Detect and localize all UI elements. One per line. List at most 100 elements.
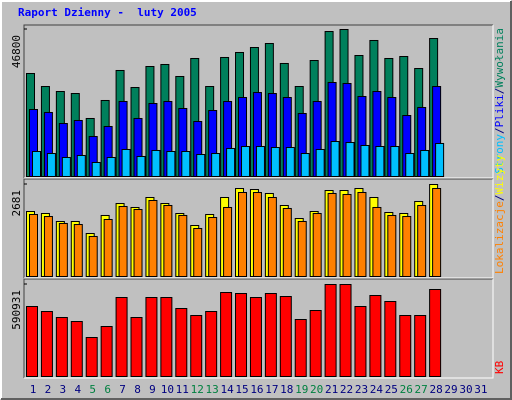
bar xyxy=(384,300,397,378)
legend-separator: / xyxy=(493,195,506,202)
y-tick-label: 590931 xyxy=(10,290,23,330)
legend-entry: Wizyty xyxy=(493,154,506,194)
bar xyxy=(85,337,98,377)
bar xyxy=(294,319,307,377)
x-tick-label: 3 xyxy=(60,383,67,396)
x-tick-label: 2 xyxy=(45,383,52,396)
panel-edge-light xyxy=(24,179,494,279)
x-tick-label: 13 xyxy=(206,383,219,396)
legend-separator: / xyxy=(493,88,506,95)
bar xyxy=(241,146,251,177)
legend-separator: / xyxy=(493,127,506,134)
x-tick-label: 6 xyxy=(104,383,111,396)
y-tick-label: 2681 xyxy=(10,190,23,217)
x-tick-label: 30 xyxy=(459,383,472,396)
x-tick-label: 14 xyxy=(220,383,234,396)
bar xyxy=(193,227,203,277)
legend-entry: Lokalizacje xyxy=(493,201,506,274)
bar xyxy=(130,316,143,378)
x-tick-label: 4 xyxy=(74,383,81,396)
bar xyxy=(61,156,71,177)
bar xyxy=(88,235,98,278)
bar xyxy=(226,148,236,177)
legend: KB xyxy=(493,360,506,374)
bar xyxy=(211,153,221,177)
legend-entry: Wywołania xyxy=(493,28,506,88)
bar xyxy=(151,149,161,178)
bar xyxy=(175,307,188,377)
bar xyxy=(249,296,262,377)
legend: Strony/Pliki/Wywołania xyxy=(493,28,506,174)
y-tick-label: 46800 xyxy=(10,35,23,68)
bar xyxy=(145,296,158,377)
bar xyxy=(91,161,101,178)
bar xyxy=(309,309,322,378)
bar xyxy=(270,147,280,177)
chart-title: Raport Dzienny - luty 2005 xyxy=(18,6,197,19)
bar xyxy=(55,316,68,378)
x-tick-label: 19 xyxy=(295,383,308,396)
bar xyxy=(315,148,325,178)
bar xyxy=(402,216,412,278)
x-tick-label: 16 xyxy=(250,383,263,396)
bar xyxy=(76,154,86,178)
bar xyxy=(375,146,385,177)
x-tick-label: 1 xyxy=(30,383,37,396)
bar xyxy=(73,224,83,277)
bar xyxy=(405,153,415,177)
x-tick-label: 22 xyxy=(340,383,353,396)
x-tick-label: 20 xyxy=(310,383,323,396)
x-tick-label: 11 xyxy=(176,383,189,396)
x-tick-label: 23 xyxy=(355,383,368,396)
bar xyxy=(205,310,218,378)
bar xyxy=(181,150,191,177)
bar xyxy=(279,296,292,378)
bar xyxy=(136,155,146,178)
bar xyxy=(208,217,218,278)
bar xyxy=(369,294,382,378)
panel-edge-dark xyxy=(23,178,493,278)
bar xyxy=(235,293,248,377)
bar xyxy=(327,192,337,277)
bar xyxy=(414,315,427,377)
x-tick-label: 7 xyxy=(119,383,126,396)
bar xyxy=(133,209,143,277)
bar xyxy=(115,296,128,377)
x-tick-label: 27 xyxy=(415,383,428,396)
bar xyxy=(312,212,322,277)
bar xyxy=(103,219,113,277)
x-tick-label: 25 xyxy=(385,383,398,396)
bar xyxy=(121,148,131,178)
bar xyxy=(166,150,176,177)
x-tick-label: 31 xyxy=(474,383,487,396)
bar xyxy=(435,142,445,178)
bar xyxy=(29,213,38,277)
bar xyxy=(223,206,233,277)
bar xyxy=(178,214,188,277)
legend: Lokalizacje/Wizyty xyxy=(493,154,506,274)
bar xyxy=(330,141,340,177)
panel-edge-light xyxy=(24,25,494,179)
bar xyxy=(190,315,203,377)
x-tick-label: 9 xyxy=(149,383,156,396)
bar xyxy=(40,310,53,378)
x-tick-label: 17 xyxy=(265,383,278,396)
bar xyxy=(252,191,262,278)
x-tick-label: 18 xyxy=(280,383,293,396)
bar xyxy=(300,153,310,177)
bar xyxy=(390,146,400,177)
bar xyxy=(432,188,442,277)
legend-entry: Strony xyxy=(493,134,506,174)
bar xyxy=(163,205,173,277)
bar xyxy=(420,149,430,178)
bar xyxy=(285,147,295,177)
bar xyxy=(372,206,382,277)
bar xyxy=(345,142,355,177)
x-tick-label: 26 xyxy=(400,383,413,396)
bar xyxy=(100,325,113,378)
bar xyxy=(339,284,352,377)
x-tick-label: 24 xyxy=(370,383,384,396)
x-tick-label: 5 xyxy=(89,383,96,396)
legend-entry: KB xyxy=(493,360,506,374)
